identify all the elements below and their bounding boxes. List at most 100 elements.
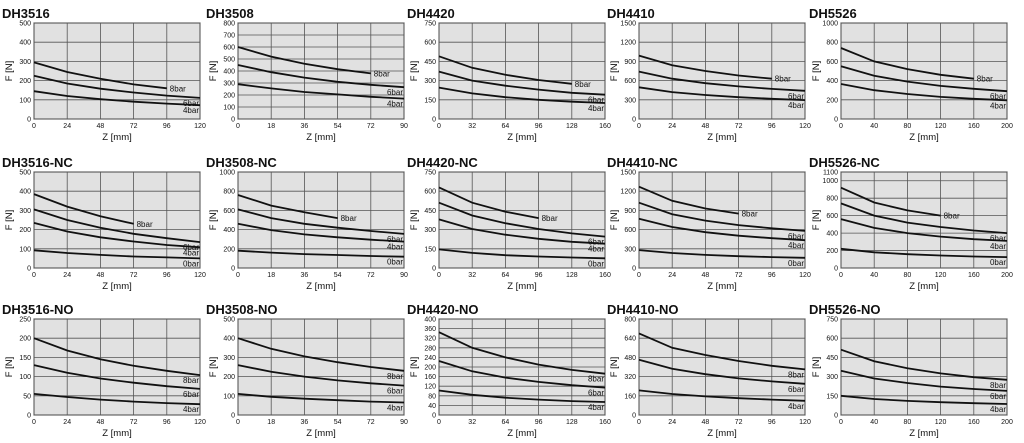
y-axis-label: F [N]	[409, 61, 420, 82]
x-tick-label: 72	[735, 123, 743, 130]
series-line-4bar	[638, 389, 806, 402]
y-tick-label: 0	[432, 413, 436, 420]
x-axis-label: Z [mm]	[707, 132, 737, 143]
y-tick-label: 0	[432, 117, 436, 124]
y-tick-label: 400	[424, 317, 436, 324]
x-tick-label: 120	[799, 123, 811, 130]
y-tick-label: 300	[624, 246, 636, 253]
x-axis-label: Z [mm]	[306, 281, 336, 292]
x-tick-label: 90	[400, 272, 408, 279]
y-tick-label: 400	[826, 78, 838, 85]
x-axis-label: Z [mm]	[306, 132, 336, 143]
series-line-8bar	[438, 186, 539, 219]
x-tick-label: 32	[468, 419, 476, 426]
y-tick-label: 0	[632, 266, 636, 273]
x-tick-label: 0	[839, 272, 843, 279]
y-tick-label: 1000	[822, 21, 838, 28]
chart-dh4420-no: DH4420-NO 0 32 64 96 128 160 0 40 80 120 160 200 240 2…	[405, 296, 611, 443]
series-label-8bar: 8bar	[137, 220, 153, 229]
series-label-8bar: 8bar	[977, 75, 993, 84]
y-axis-label: F [N]	[4, 210, 15, 231]
y-tick-label: 300	[19, 59, 31, 66]
series-line-8bar	[638, 332, 806, 371]
series-line-6bar	[638, 358, 806, 385]
chart-title: DH5526-NC	[809, 155, 880, 170]
series-label-8bar: 8bar	[775, 75, 791, 84]
x-tick-label: 24	[668, 272, 676, 279]
y-tick-label: 1500	[620, 21, 636, 28]
y-tick-label: 280	[424, 345, 436, 352]
y-tick-label: 100	[19, 246, 31, 253]
series-line-8bar	[33, 61, 167, 90]
x-tick-label: 48	[97, 123, 105, 130]
y-tick-label: 80	[428, 393, 436, 400]
x-tick-label: 72	[735, 272, 743, 279]
y-tick-label: 200	[826, 248, 838, 255]
series-line-4bar	[840, 83, 1008, 102]
y-tick-label: 0	[834, 266, 838, 273]
series-line-6bar	[638, 70, 806, 92]
plot-area	[638, 22, 806, 120]
x-tick-label: 40	[870, 123, 878, 130]
series-label-6bar: 6bar	[387, 235, 403, 244]
x-axis-label: Z [mm]	[909, 281, 939, 292]
x-axis-label: Z [mm]	[306, 428, 336, 439]
x-tick-label: 36	[301, 272, 309, 279]
series-label-0bar: 0bar	[387, 258, 403, 267]
chart-svg: 0 24 48 72 96 120 0 160 320 480 640 800 Z [mm] F [N] 8…	[609, 317, 811, 440]
x-tick-label: 48	[97, 272, 105, 279]
y-tick-label: 600	[624, 227, 636, 234]
chart-svg: 0 24 48 72 96 120 0 50 100 150 200 250 Z [mm] F [N] 8b…	[4, 317, 206, 440]
x-tick-label: 0	[236, 272, 240, 279]
y-tick-label: 800	[624, 317, 636, 324]
chart-dh3516-no: DH3516-NO 0 24 48 72 96 120 0 50 100 150 200 250 Z [m…	[0, 296, 206, 443]
x-tick-label: 0	[437, 419, 441, 426]
chart-svg: 0 18 36 54 72 90 0 100 200 300 400 500 600 700 800 Z [m…	[208, 21, 408, 144]
y-tick-label: 150	[19, 355, 31, 362]
series-line-0bar	[237, 249, 405, 258]
chart-title: DH4420-NC	[407, 155, 478, 170]
x-tick-label: 72	[130, 123, 138, 130]
series-label-6bar: 6bar	[788, 385, 804, 394]
x-tick-label: 24	[63, 419, 71, 426]
y-tick-label: 50	[23, 393, 31, 400]
y-tick-label: 400	[19, 40, 31, 47]
series-line-4bar	[237, 393, 405, 404]
y-tick-label: 750	[826, 317, 838, 324]
series-line-4bar	[33, 393, 201, 406]
y-tick-label: 100	[223, 105, 235, 112]
y-tick-label: 300	[424, 227, 436, 234]
x-tick-label: 0	[236, 123, 240, 130]
series-line-4bar	[33, 90, 201, 107]
plot-area	[840, 318, 1008, 416]
x-tick-label: 24	[668, 123, 676, 130]
series-label-6bar: 6bar	[387, 88, 403, 97]
y-tick-label: 800	[826, 40, 838, 47]
x-axis-label: Z [mm]	[102, 132, 132, 143]
series-label-6bar: 6bar	[990, 92, 1006, 101]
x-tick-label: 54	[334, 419, 342, 426]
x-axis-label: Z [mm]	[507, 132, 537, 143]
x-tick-label: 72	[130, 419, 138, 426]
series-label-4bar: 4bar	[183, 248, 199, 257]
y-axis-label: F [N]	[4, 357, 15, 378]
series-line-4bar	[33, 222, 201, 249]
x-tick-label: 96	[768, 419, 776, 426]
y-tick-label: 600	[223, 45, 235, 52]
chart-title: DH5526	[809, 6, 857, 21]
chart-title: DH3516-NC	[2, 155, 73, 170]
x-axis-label: Z [mm]	[707, 281, 737, 292]
y-tick-label: 250	[19, 317, 31, 324]
y-tick-label: 0	[231, 117, 235, 124]
y-tick-label: 0	[27, 117, 31, 124]
plot-area	[438, 171, 606, 269]
x-tick-label: 160	[968, 419, 980, 426]
chart-dh3508: DH3508 0 18 36 54 72 90 0 100 200 300 400 500 600 700 8…	[204, 0, 408, 147]
y-axis-label: F [N]	[208, 61, 219, 82]
x-tick-label: 40	[870, 419, 878, 426]
y-tick-label: 400	[223, 69, 235, 76]
y-tick-label: 600	[826, 213, 838, 220]
y-tick-label: 640	[624, 336, 636, 343]
series-line-6bar	[237, 64, 405, 89]
